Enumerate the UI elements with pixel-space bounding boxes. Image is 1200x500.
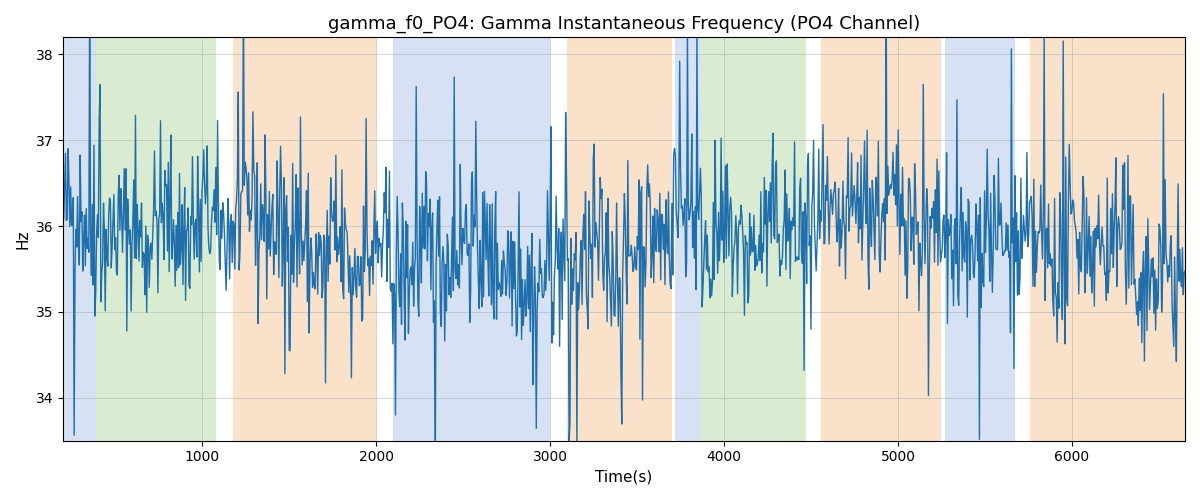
Bar bbox=[822, 38, 942, 440]
Bar bbox=[62, 38, 96, 440]
Bar bbox=[701, 38, 805, 440]
Bar bbox=[676, 38, 701, 440]
Bar bbox=[394, 38, 550, 440]
Bar bbox=[233, 38, 376, 440]
Bar bbox=[96, 38, 216, 440]
X-axis label: Time(s): Time(s) bbox=[595, 470, 653, 485]
Y-axis label: Hz: Hz bbox=[16, 230, 30, 249]
Bar bbox=[568, 38, 672, 440]
Bar bbox=[944, 38, 1014, 440]
Bar bbox=[1030, 38, 1186, 440]
Title: gamma_f0_PO4: Gamma Instantaneous Frequency (PO4 Channel): gamma_f0_PO4: Gamma Instantaneous Freque… bbox=[328, 15, 920, 34]
